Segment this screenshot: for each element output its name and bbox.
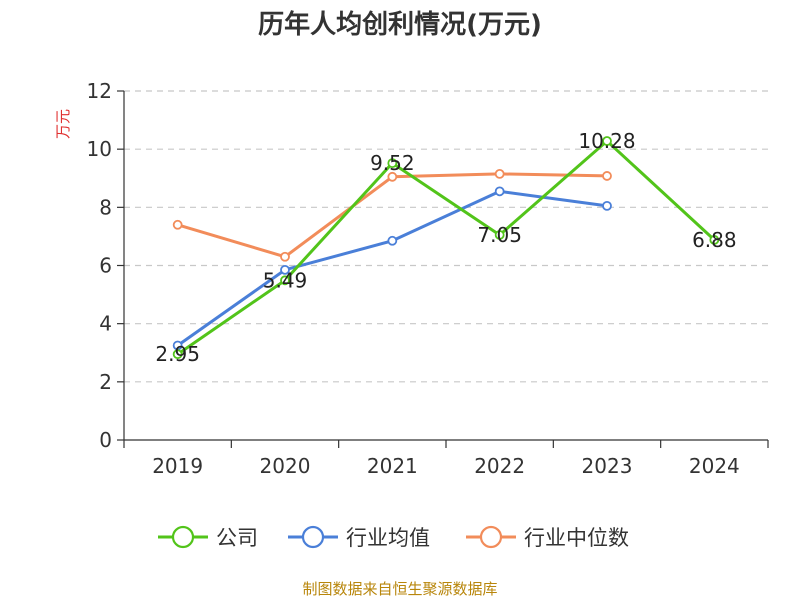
- grid-lines: [124, 90, 768, 383]
- chart-title: 历年人均创利情况(万元): [258, 10, 542, 40]
- x-tick-label: 2024: [689, 454, 740, 478]
- data-point-1: [602, 200, 612, 211]
- data-point-0: [709, 235, 720, 245]
- data-label: 2.95: [155, 342, 200, 366]
- x-tick-label: 2022: [474, 454, 525, 478]
- legend-item: 公司: [158, 525, 258, 550]
- x-tick-label: 2020: [260, 454, 311, 478]
- data-label: 10.28: [578, 129, 635, 153]
- data-point-2: [602, 171, 612, 181]
- data-labels: 2.95 5.49 9.52 7.05 10.28 6.88: [155, 129, 736, 366]
- data-point-2: [280, 251, 290, 262]
- data-point-0: [494, 230, 505, 240]
- axes: 0 2 4 6 8 10 12 2019 2020 2021 2022 2023 2024: [87, 79, 769, 478]
- y-axis-unit-label: 万元: [54, 109, 72, 139]
- x-tick-label: 2023: [582, 454, 633, 478]
- legend-marker-icon: [301, 525, 325, 549]
- data-label: 6.88: [692, 228, 737, 252]
- data-point-1: [494, 186, 505, 197]
- legend-item: 行业均值: [288, 525, 430, 550]
- data-point-2: [387, 171, 398, 182]
- data-point-0: [280, 275, 290, 286]
- data-point-2: [494, 168, 505, 179]
- series-line-1: [176, 189, 608, 347]
- y-tick-label: 0: [99, 428, 112, 452]
- y-tick-label: 2: [99, 370, 112, 394]
- x-tick-label: 2021: [367, 454, 418, 478]
- data-label: 7.05: [477, 223, 522, 247]
- legend-item: 行业中位数: [466, 525, 629, 550]
- legend: 公司 行业均值 行业中位数: [158, 525, 629, 550]
- data-source-note: 制图数据来自恒生聚源数据库: [302, 580, 498, 598]
- data-point-0: [387, 158, 398, 169]
- legend-label: 公司: [216, 526, 258, 550]
- y-tick-label: 4: [99, 312, 112, 336]
- data-point-2: [172, 219, 183, 230]
- x-tick-label: 2019: [152, 454, 203, 478]
- data-point-0: [602, 136, 612, 146]
- y-tick-label: 6: [99, 254, 112, 278]
- legend-marker-icon: [479, 525, 503, 549]
- data-point-1: [280, 264, 290, 275]
- data-label: 9.52: [370, 151, 415, 175]
- series-lines: [172, 136, 720, 360]
- y-tick-label: 8: [99, 195, 112, 219]
- legend-label: 行业中位数: [524, 526, 629, 550]
- series-line-0: [176, 139, 716, 356]
- data-point-0: [172, 349, 183, 360]
- legend-label: 行业均值: [346, 526, 430, 550]
- data-point-1: [387, 235, 398, 246]
- y-tick-label: 12: [87, 79, 112, 103]
- y-tick-label: 10: [87, 137, 112, 161]
- data-label: 5.49: [263, 268, 308, 292]
- legend-marker-icon: [171, 525, 195, 549]
